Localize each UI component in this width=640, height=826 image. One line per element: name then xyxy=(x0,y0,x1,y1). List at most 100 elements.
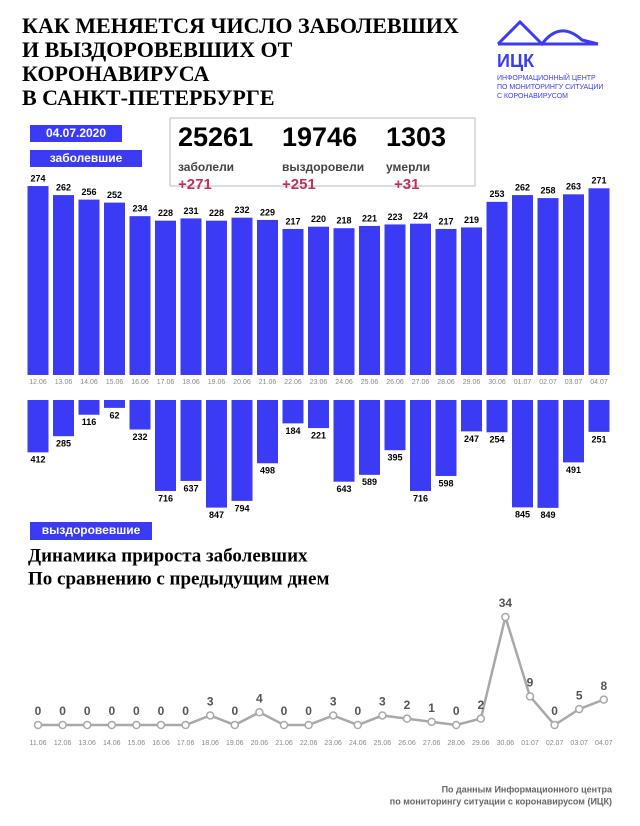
value-label: 223 xyxy=(387,212,402,222)
point xyxy=(205,711,215,720)
bar xyxy=(512,195,533,375)
value-label: 0 xyxy=(354,704,361,718)
title-line: КОРОНАВИРУСА xyxy=(22,61,210,86)
point xyxy=(427,717,436,727)
bar xyxy=(588,400,610,432)
x-tick-label: 22.06 xyxy=(300,740,318,747)
bar xyxy=(359,400,380,475)
value-label: 234 xyxy=(132,204,147,214)
bar xyxy=(308,400,329,429)
stat-delta: +271 xyxy=(178,176,212,193)
x-tick-label: 23.06 xyxy=(310,379,328,386)
x-tick-label: 14.06 xyxy=(103,740,121,747)
x-tick-label: 20.06 xyxy=(251,740,269,747)
value-label: 498 xyxy=(260,466,275,476)
point xyxy=(33,720,43,730)
x-tick-label: 19.06 xyxy=(208,379,226,386)
value-label: 217 xyxy=(438,216,453,226)
bar xyxy=(588,188,610,375)
x-tick-label: 19.06 xyxy=(226,740,244,747)
bar xyxy=(155,400,176,491)
stat-value: 25261 xyxy=(178,122,253,152)
bar xyxy=(461,227,482,375)
bar xyxy=(486,201,508,375)
point xyxy=(58,720,67,730)
series-label: выздоровевшие xyxy=(42,523,141,537)
bar xyxy=(180,218,202,375)
value-label: 274 xyxy=(30,173,45,183)
value-label: 2 xyxy=(404,698,411,712)
value-label: 849 xyxy=(540,510,555,520)
value-label: 0 xyxy=(108,704,115,718)
bar xyxy=(563,400,584,463)
point xyxy=(230,720,240,730)
bar xyxy=(512,400,533,508)
value-label: 217 xyxy=(285,216,300,226)
x-tick-label: 18.06 xyxy=(201,740,219,747)
value-label: 285 xyxy=(56,439,71,449)
x-tick-label: 22.06 xyxy=(284,379,302,386)
x-tick-label: 26.06 xyxy=(398,740,416,747)
value-label: 263 xyxy=(566,182,581,192)
logo-caption: ИНФОРМАЦИОННЫЙ ЦЕНТР xyxy=(497,73,596,82)
stat-delta: +251 xyxy=(282,176,316,193)
bar xyxy=(410,400,431,491)
point xyxy=(328,711,338,720)
stat-label: заболели xyxy=(178,160,234,174)
bar xyxy=(308,226,329,375)
date-pill xyxy=(30,125,122,142)
value-label: 247 xyxy=(464,434,479,444)
bar xyxy=(563,194,584,375)
series-label: заболевшие xyxy=(50,151,123,165)
bar xyxy=(461,400,482,432)
value-label: 3 xyxy=(330,695,337,709)
point xyxy=(378,711,387,720)
label-pill xyxy=(30,150,142,167)
x-tick-label: 02.07 xyxy=(539,379,557,386)
value-label: 0 xyxy=(84,704,91,718)
x-tick-label: 13.06 xyxy=(55,379,73,386)
bar xyxy=(155,220,176,375)
x-tick-label: 29.06 xyxy=(472,740,490,747)
x-tick-label: 01.07 xyxy=(521,740,539,747)
value-label: 62 xyxy=(109,410,119,420)
bar xyxy=(129,400,151,430)
bar xyxy=(78,400,100,415)
point xyxy=(599,695,609,704)
bar xyxy=(359,225,380,375)
bar xyxy=(231,400,253,501)
source: по мониторингу ситуации с коронавирусом … xyxy=(390,796,612,806)
logo-text: ИЦК xyxy=(497,51,535,71)
bar xyxy=(231,217,253,375)
value-label: 491 xyxy=(566,465,581,475)
bar xyxy=(282,228,304,375)
value-label: 232 xyxy=(132,432,147,442)
x-tick-label: 16.06 xyxy=(152,740,170,747)
bar xyxy=(53,400,74,437)
value-label: 258 xyxy=(540,185,555,195)
x-tick-label: 02.07 xyxy=(546,740,564,747)
value-label: 0 xyxy=(133,704,140,718)
value-label: 5 xyxy=(576,688,583,702)
label-pill xyxy=(30,522,152,540)
bar xyxy=(206,220,227,375)
point xyxy=(574,704,584,714)
point xyxy=(82,720,92,730)
x-tick-label: 20.06 xyxy=(233,379,251,386)
x-tick-label: 21.06 xyxy=(259,379,277,386)
value-label: 218 xyxy=(336,216,351,226)
bar xyxy=(282,400,304,424)
value-label: 0 xyxy=(59,704,66,718)
value-label: 116 xyxy=(82,417,97,427)
value-label: 637 xyxy=(183,483,198,493)
stat-delta: +31 xyxy=(394,176,419,193)
value-label: 4 xyxy=(256,691,263,705)
x-tick-label: 04.07 xyxy=(590,379,608,386)
bar xyxy=(435,400,457,476)
bar xyxy=(257,219,278,375)
x-tick-label: 24.06 xyxy=(335,379,353,386)
line xyxy=(38,612,605,727)
bar xyxy=(384,224,406,375)
bar xyxy=(206,400,227,508)
value-label: 219 xyxy=(464,215,479,225)
